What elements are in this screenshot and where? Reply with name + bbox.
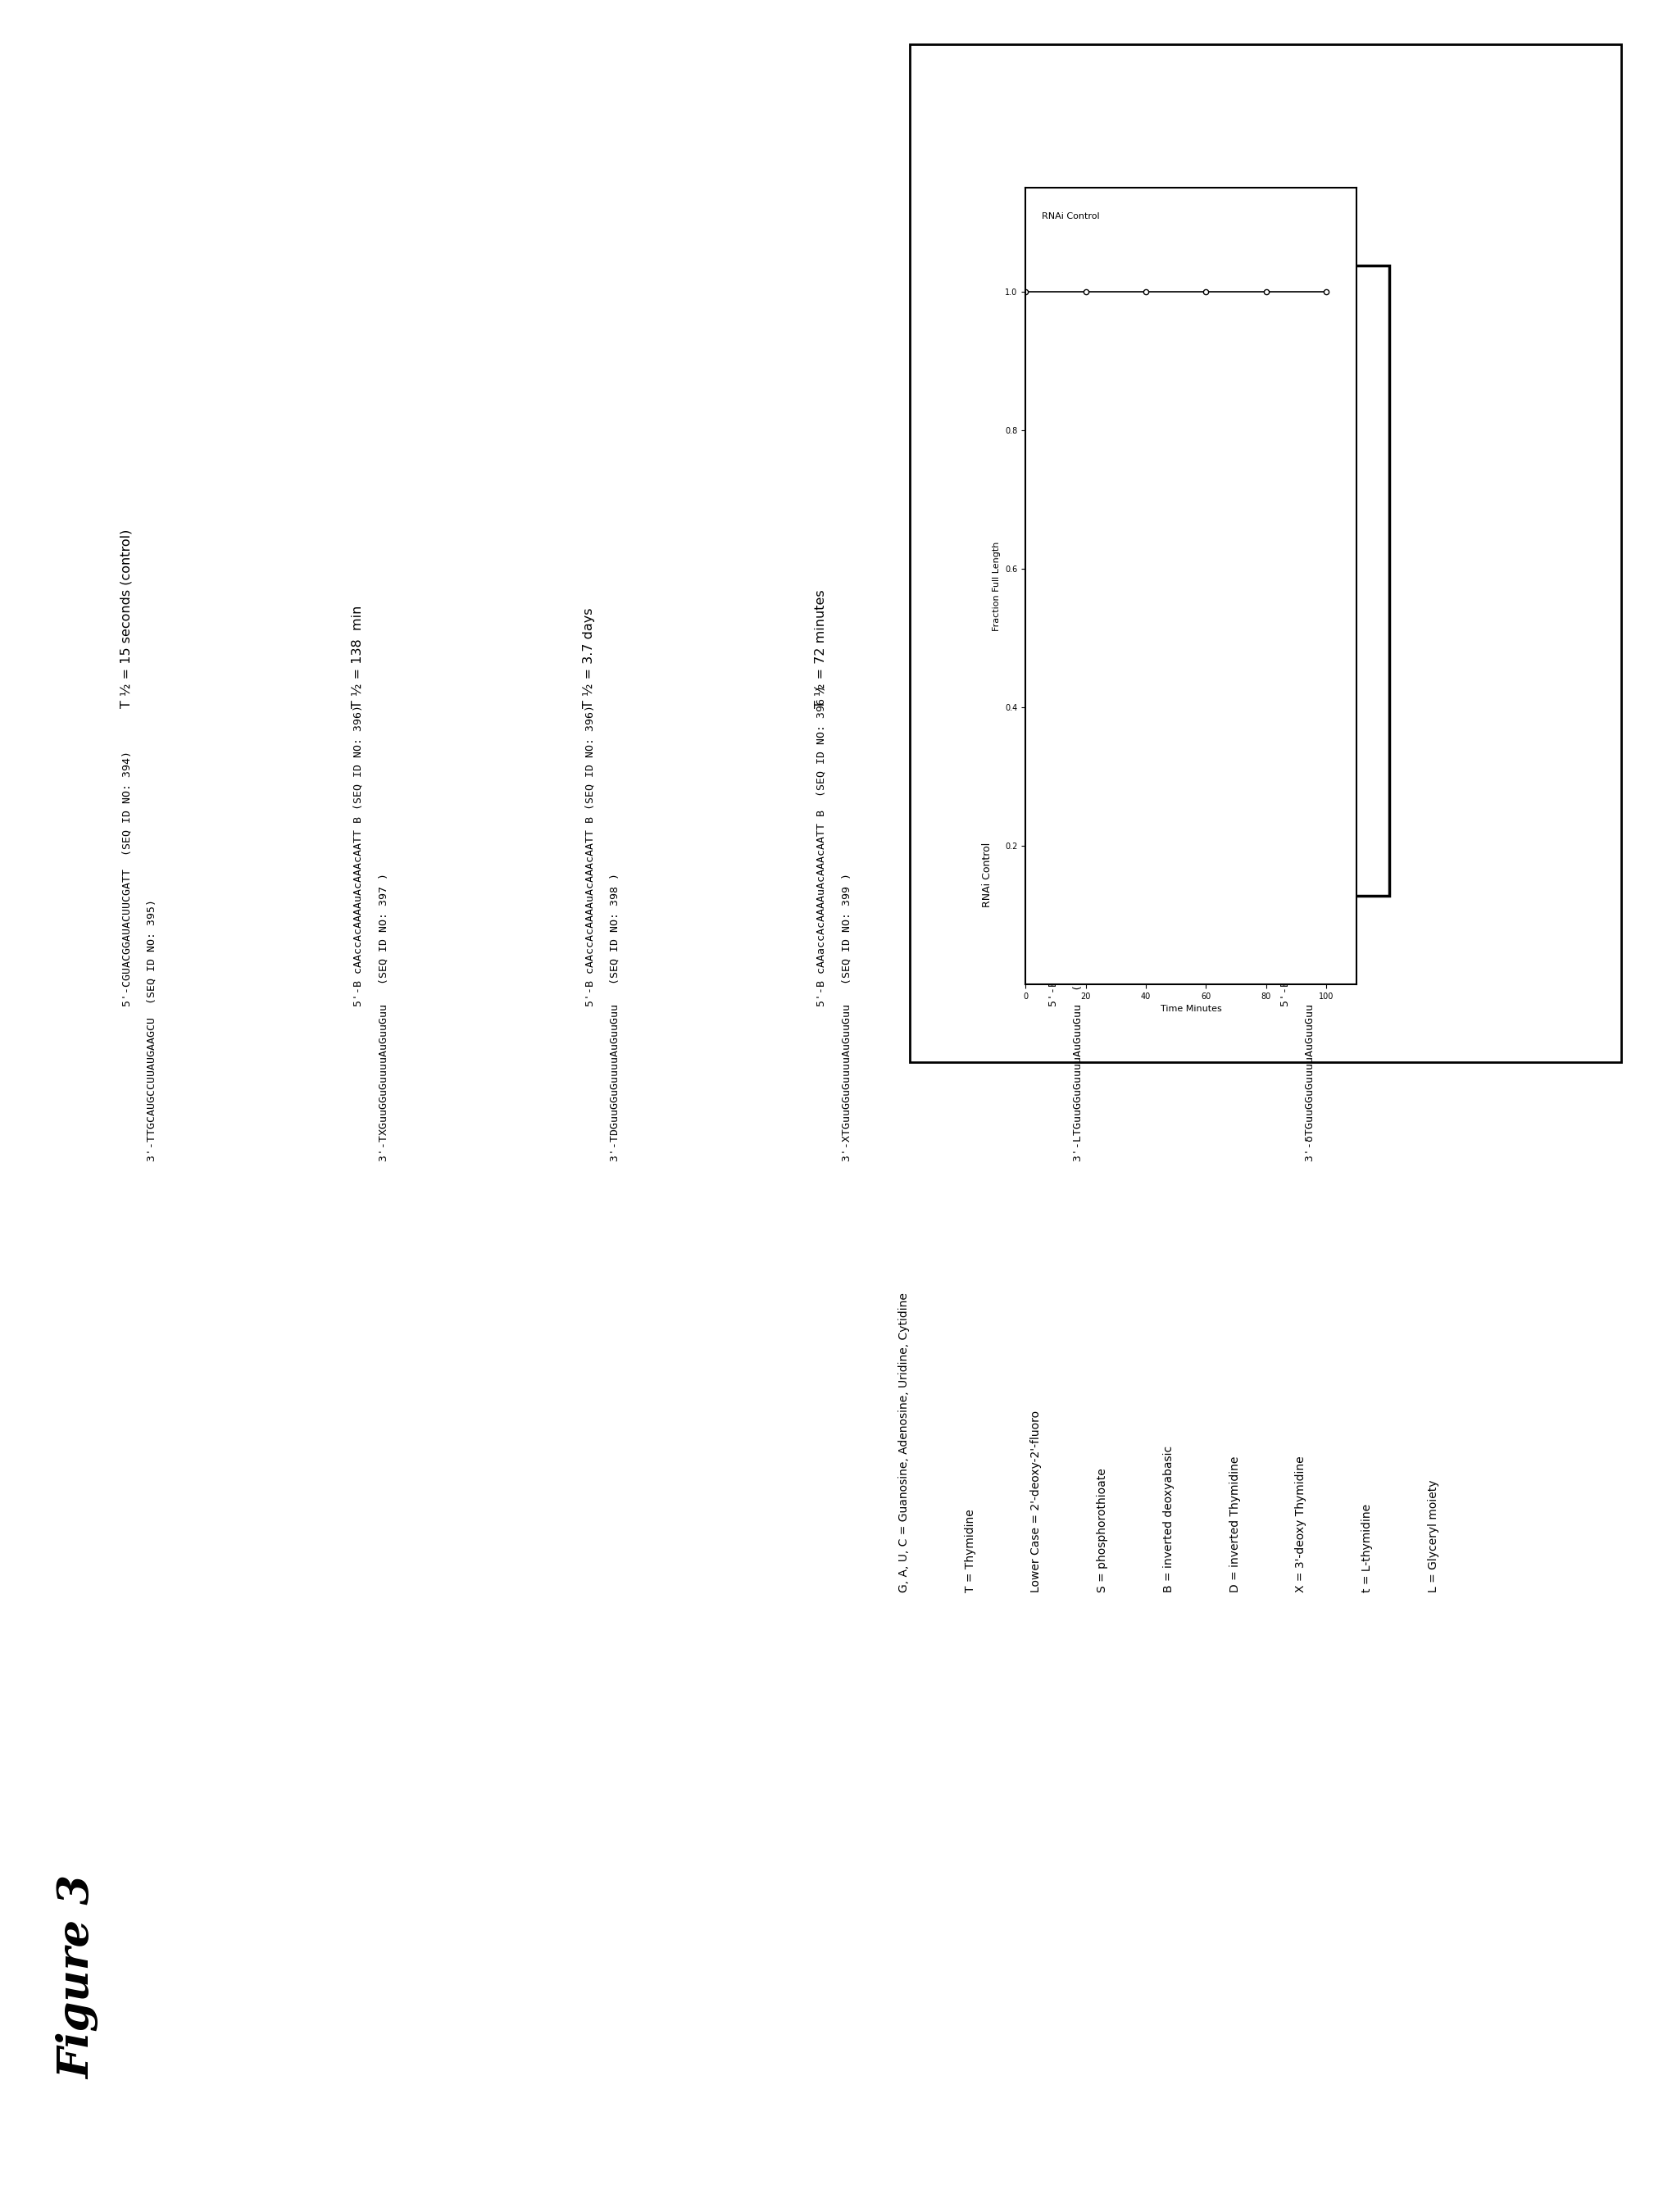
Y-axis label: Fraction Full Length: Fraction Full Length — [992, 542, 1001, 630]
Text: t = L-thymidine: t = L-thymidine — [1361, 1504, 1373, 1593]
Text: 3'-LTGuuGGuGuuuuAuGuuGuu  (SEQ ID NO: 400): 3'-LTGuuGGuGuuuuAuGuuGuu (SEQ ID NO: 400… — [1073, 887, 1083, 1161]
Text: T ½ = 3.7 days: T ½ = 3.7 days — [584, 608, 595, 708]
Text: Lower Case = 2'-deoxy-2'-fluoro: Lower Case = 2'-deoxy-2'-fluoro — [1030, 1411, 1042, 1593]
Text: 5'-B cAAccAcAAAAuAcAAAcAATT B (SEQ ID NO: 396): 5'-B cAAccAcAAAAuAcAAAcAATT B (SEQ ID NO… — [586, 706, 595, 1006]
Text: B = inverted deoxyabasic: B = inverted deoxyabasic — [1163, 1447, 1174, 1593]
Text: X = 3'-deoxy Thymidine: X = 3'-deoxy Thymidine — [1295, 1455, 1307, 1593]
Text: 5'-B cAAaccAcAAAAuAcAAAcAATT B  (SEQ ID NO: 396 ): 5'-B cAAaccAcAAAAuAcAAAcAATT B (SEQ ID N… — [817, 686, 827, 1006]
Text: 5'-B cAAaccAcAAAAuAcAAAcAATT B (SEQ ID NO: 396): 5'-B cAAaccAcAAAAuAcAAAcAATT B (SEQ ID N… — [1049, 699, 1059, 1006]
Bar — [1050, 265, 1389, 896]
Text: 3'-XTGuuGGuGuuuuAuGuuGuu   (SEQ ID NO: 399 ): 3'-XTGuuGGuGuuuuAuGuuGuu (SEQ ID NO: 399… — [842, 874, 852, 1161]
Text: 5'-CGUACGGAUACUUCGATT  (SEQ ID NO: 394): 5'-CGUACGGAUACUUCGATT (SEQ ID NO: 394) — [122, 750, 132, 1006]
Text: 3'-δTGuuGGuGuuuuAuGuuGuu   (SEQ ID NO: 401): 3'-δTGuuGGuGuuuuAuGuuGuu (SEQ ID NO: 401… — [1305, 880, 1315, 1161]
Text: T ½ = 72 minutes: T ½ = 72 minutes — [815, 588, 827, 708]
Text: 5'-B cAAccAcAAAAuAcAAAcAATT B (SEQ ID NO: 396): 5'-B cAAccAcAAAAuAcAAAcAATT B (SEQ ID NO… — [354, 706, 364, 1006]
Text: D = inverted Thymidine: D = inverted Thymidine — [1229, 1455, 1240, 1593]
Text: 3'-TXGuuGGuGuuuuAuGuuGuu   (SEQ ID NO: 397 ): 3'-TXGuuGGuGuuuuAuGuuGuu (SEQ ID NO: 397… — [379, 874, 389, 1161]
Text: 5'-B cAAaccAcAAAAuAcAATT B  (SEQ ID NO: 396): 5'-B cAAaccAcAAAAuAcAATT B (SEQ ID NO: 3… — [1280, 719, 1290, 1006]
Bar — [910, 44, 1621, 1062]
Text: L = Glyceryl moiety: L = Glyceryl moiety — [1427, 1480, 1439, 1593]
Text: T ½ = 15 seconds (control): T ½ = 15 seconds (control) — [121, 529, 132, 708]
Text: 3'-TTGCAUGCCUUAUGAAGCU  (SEQ ID NO: 395): 3'-TTGCAUGCCUUAUGAAGCU (SEQ ID NO: 395) — [147, 898, 157, 1161]
Text: G, A, U, C = Guanosine, Adenosine, Uridine, Cytidine: G, A, U, C = Guanosine, Adenosine, Uridi… — [898, 1292, 910, 1593]
Text: T ½ = 40 days: T ½ = 40 days — [1047, 611, 1059, 708]
Text: T ½ = 32 days: T ½ = 32 days — [1279, 613, 1290, 708]
Text: Figure 3: Figure 3 — [56, 1876, 99, 2079]
Text: 3'-TDGuuGGuGuuuuAuGuuGuu   (SEQ ID NO: 398 ): 3'-TDGuuGGuGuuuuAuGuuGuu (SEQ ID NO: 398… — [610, 874, 620, 1161]
Text: T ½ = 138  min: T ½ = 138 min — [352, 606, 364, 708]
X-axis label: Time Minutes: Time Minutes — [1159, 1004, 1222, 1013]
Text: RNAi Control: RNAi Control — [1042, 212, 1100, 221]
Text: RNAi Control: RNAi Control — [982, 843, 992, 907]
Text: t 1/2 = 15 seconds: t 1/2 = 15 seconds — [1207, 451, 1232, 710]
Text: T = Thymidine: T = Thymidine — [964, 1509, 976, 1593]
Text: S = phosphorothioate: S = phosphorothioate — [1097, 1469, 1108, 1593]
